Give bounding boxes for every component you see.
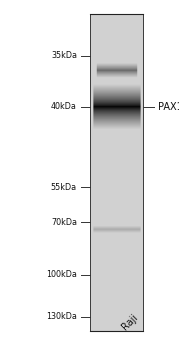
Text: 100kDa: 100kDa bbox=[46, 270, 77, 279]
Text: Raji: Raji bbox=[120, 313, 140, 332]
Text: 130kDa: 130kDa bbox=[46, 312, 77, 321]
Text: 55kDa: 55kDa bbox=[51, 183, 77, 192]
Text: 40kDa: 40kDa bbox=[51, 102, 77, 111]
Text: PAX1: PAX1 bbox=[158, 102, 179, 112]
Text: 70kDa: 70kDa bbox=[51, 218, 77, 227]
Text: 35kDa: 35kDa bbox=[51, 51, 77, 61]
